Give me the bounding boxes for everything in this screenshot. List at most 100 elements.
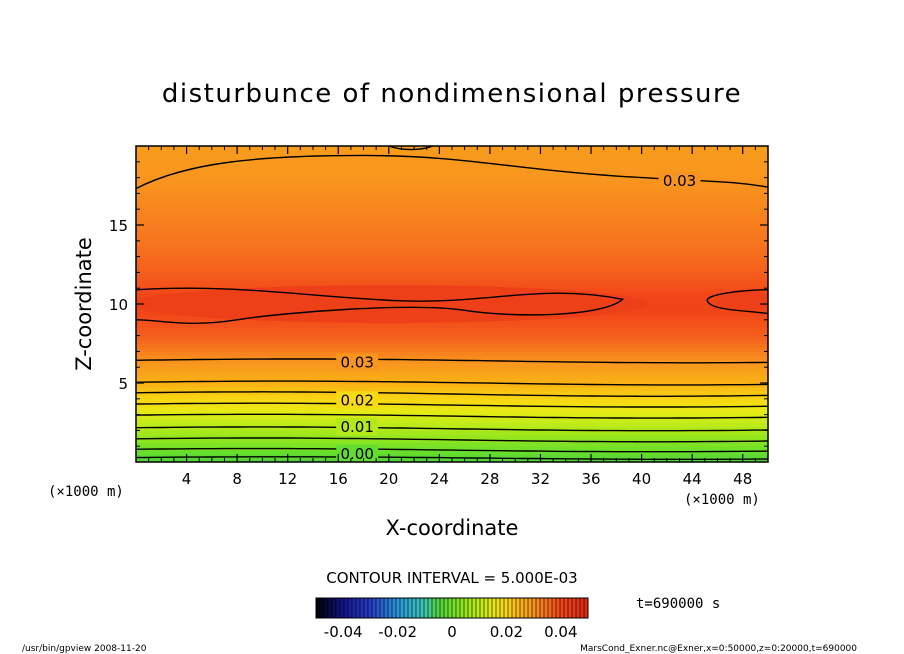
contour-line: [136, 154, 768, 190]
colorbar-segment: [336, 598, 340, 618]
colorbar-segment: [384, 598, 388, 618]
colorbar-segment: [524, 598, 528, 618]
colorbar-segment: [464, 598, 468, 618]
color-band: [136, 418, 768, 424]
color-band: [136, 442, 768, 447]
colorbar-segment: [532, 598, 536, 618]
color-band: [136, 236, 768, 242]
colorbar-segment: [320, 598, 324, 618]
color-band: [136, 268, 768, 273]
y-axis-label: Z-coordinate: [72, 237, 96, 371]
colorbar-segment: [428, 598, 432, 618]
x-tick-label: 48: [733, 470, 752, 488]
x-tick-label: 44: [683, 470, 702, 488]
colorbar-segment: [416, 598, 420, 618]
color-band: [136, 386, 768, 392]
color-band: [136, 201, 768, 206]
colorbar-segment: [500, 598, 504, 618]
colorbar-tick-label: -0.04: [324, 623, 363, 641]
color-band: [136, 450, 768, 455]
colorbar-segment: [356, 598, 360, 618]
contour-label: 0.00: [340, 445, 373, 463]
color-band: [136, 181, 768, 187]
contour-line: [136, 380, 768, 386]
colorbar-segment: [456, 598, 460, 618]
color-band: [136, 232, 768, 238]
color-band: [136, 355, 768, 360]
colorbar-segment: [504, 598, 508, 618]
colorbar-segment: [480, 598, 484, 618]
colorbar-segment: [316, 598, 320, 618]
time-label: t=690000 s: [636, 596, 720, 612]
colorbar-segment: [404, 598, 408, 618]
color-band: [136, 205, 768, 210]
contour-line: [136, 413, 768, 419]
colorbar-segment: [368, 598, 372, 618]
colorbar-segment: [352, 598, 356, 618]
colorbar-segment: [540, 598, 544, 618]
colorbar-segment: [536, 598, 540, 618]
colorbar-segment: [576, 598, 580, 618]
x-tick-label: 20: [379, 470, 398, 488]
contour-line: [388, 146, 434, 151]
color-band: [136, 264, 768, 270]
colorbar-segment: [364, 598, 368, 618]
colorbar-tick-label: 0: [447, 623, 457, 641]
y-tick-label: 10: [109, 296, 128, 314]
colorbar-segment: [444, 598, 448, 618]
color-band: [136, 327, 768, 333]
colorbar-segment: [508, 598, 512, 618]
contour-label-bg: [336, 353, 379, 371]
x-tick-label: 40: [632, 470, 651, 488]
colorbar-segment: [572, 598, 576, 618]
colorbar-segment: [400, 598, 404, 618]
contour-line: [136, 391, 768, 397]
colorbar-segment: [436, 598, 440, 618]
color-band: [136, 339, 768, 345]
footer-program: /usr/bin/gpview 2008-11-20: [22, 644, 147, 654]
x-unit-label: (×1000 m): [684, 492, 760, 508]
colorbar-segment: [360, 598, 364, 618]
colorbar-segment: [376, 598, 380, 618]
color-band: [136, 197, 768, 202]
color-band: [136, 189, 768, 194]
pressure-core: [714, 289, 768, 312]
color-band: [136, 371, 768, 376]
colorbar-segment: [544, 598, 548, 618]
color-band: [136, 394, 768, 400]
color-band: [136, 272, 768, 277]
colorbar-segment: [460, 598, 464, 618]
contour-label-bg: [336, 418, 379, 436]
colorbar-segment: [332, 598, 336, 618]
colorbar-segment: [548, 598, 552, 618]
color-band: [136, 221, 768, 226]
color-band: [136, 398, 768, 404]
color-band: [136, 422, 768, 428]
colorbar-segment: [324, 598, 328, 618]
color-band: [136, 323, 768, 329]
color-band: [136, 379, 768, 384]
colorbar-segment: [440, 598, 444, 618]
colorbar-segment: [328, 598, 332, 618]
color-band: [136, 430, 768, 435]
colorbar-segment: [472, 598, 476, 618]
colorbar-segment: [580, 598, 584, 618]
color-band: [136, 177, 768, 183]
color-band: [136, 252, 768, 258]
color-band: [136, 173, 768, 179]
color-band: [136, 414, 768, 420]
color-band: [136, 438, 768, 443]
colorbar-segment: [432, 598, 436, 618]
color-band: [136, 383, 768, 388]
contour-line: [136, 456, 768, 460]
colorbar-segment: [344, 598, 348, 618]
colorbar-segment: [520, 598, 524, 618]
color-band: [136, 225, 768, 230]
color-band: [136, 434, 768, 439]
y-axis-ticks: 5 10 15: [109, 161, 768, 447]
colorbar-segment: [516, 598, 520, 618]
colorbar-segment: [492, 598, 496, 618]
color-band: [136, 367, 768, 372]
x-tick-label: 24: [430, 470, 449, 488]
